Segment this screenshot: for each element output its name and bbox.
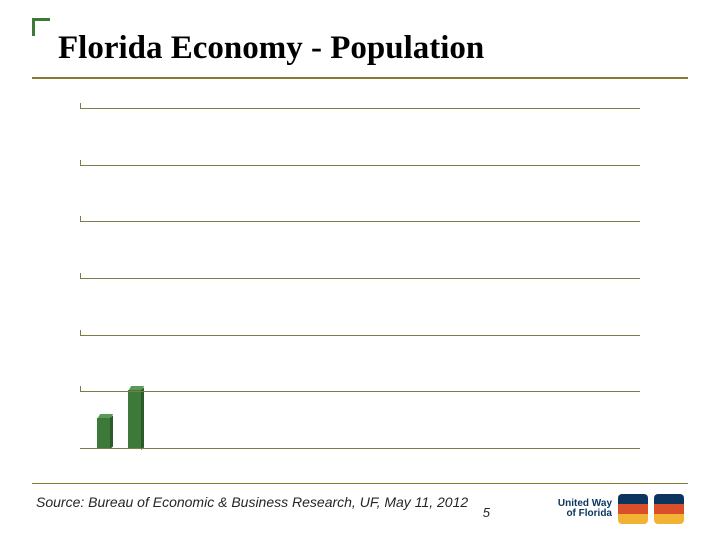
chart-gridline <box>80 165 640 166</box>
page-title: Florida Economy - Population <box>58 30 688 67</box>
chart-gridline <box>80 108 640 109</box>
chart-bar <box>97 418 110 449</box>
chart-gridline <box>80 391 640 392</box>
title-underline <box>32 77 688 79</box>
chart-gridline <box>80 221 640 222</box>
chart-gridline <box>80 278 640 279</box>
footer-logos: United Way of Florida <box>558 494 684 524</box>
chart-area <box>80 109 640 449</box>
united-way-badge <box>654 494 684 524</box>
page-number: 5 <box>483 505 490 520</box>
footer-rule <box>32 483 688 484</box>
chart-baseline <box>80 448 640 449</box>
united-way-text-logo: United Way of Florida <box>558 499 612 519</box>
chart-gridline <box>80 335 640 336</box>
slide-container: Florida Economy - Population Source: Bur… <box>0 0 720 540</box>
united-way-florida-badge <box>618 494 648 524</box>
chart-bars-layer <box>80 109 640 449</box>
uw-text-line2: of Florida <box>566 509 612 519</box>
corner-accent <box>32 18 50 36</box>
chart-bar <box>128 390 141 450</box>
source-citation: Source: Bureau of Economic & Business Re… <box>36 494 468 510</box>
